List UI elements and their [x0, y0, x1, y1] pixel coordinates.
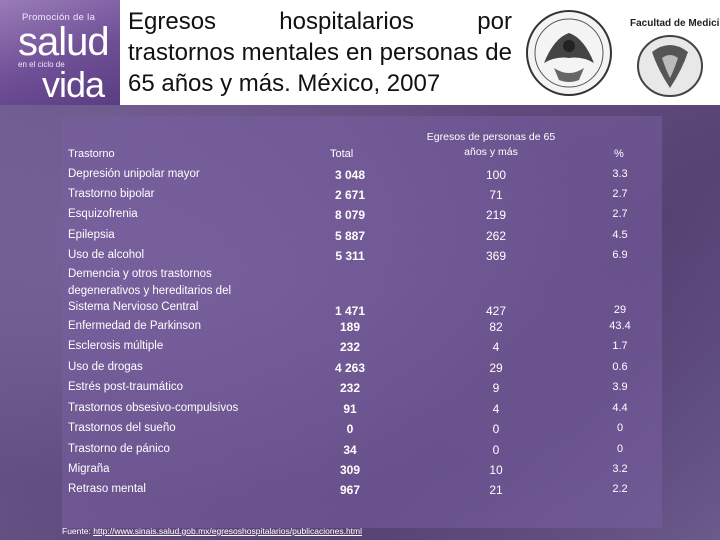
cell-egresos: 21 — [489, 483, 503, 497]
cell-egresos: 262 — [485, 229, 507, 243]
source-note: Fuente: http://www.sinais.salud.gob.mx/e… — [62, 526, 362, 536]
cell-trastorno: Trastorno de pánico — [68, 443, 170, 455]
cell-trastorno: Epilepsia — [68, 229, 115, 241]
cell-percent: 1.7 — [612, 340, 628, 352]
cell-total: 309 — [339, 463, 361, 477]
cell-total: 34 — [343, 443, 357, 457]
table-row: Esclerosis múltiple 232 4 1.7 — [62, 338, 662, 356]
cell-percent: 3.3 — [612, 168, 628, 180]
cell-trastorno: Esclerosis múltiple — [68, 340, 164, 352]
table-row: Uso de drogas 4 263 29 0.6 — [62, 359, 662, 377]
cell-total: 3 048 — [334, 168, 366, 182]
cell-total: 8 079 — [334, 208, 366, 222]
cell-percent: 0.6 — [612, 361, 628, 373]
logo-small-text: en el ciclo de — [18, 60, 65, 69]
logo-top-text: Promoción de la — [22, 12, 96, 23]
cell-percent: 0 — [616, 443, 624, 455]
header-band: Promoción de la salud en el ciclo de vid… — [0, 0, 720, 105]
cell-trastorno: Migraña — [68, 463, 110, 475]
cell-trastorno: Uso de drogas — [68, 361, 143, 373]
cell-percent: 2.7 — [612, 208, 628, 220]
cell-egresos: 427 — [485, 304, 507, 318]
cell-percent: 0 — [616, 422, 624, 434]
cell-egresos: 0 — [492, 443, 500, 457]
cell-egresos: 82 — [489, 320, 503, 334]
cell-trastorno: Trastornos obsesivo-compulsivos — [68, 402, 239, 414]
cell-percent: 2.2 — [612, 483, 628, 495]
cell-total: 967 — [339, 483, 361, 497]
table-row: Trastornos del sueño 0 0 0 — [62, 420, 662, 438]
cell-total: 0 — [346, 422, 354, 436]
cell-percent: 43.4 — [609, 320, 631, 332]
cell-trastorno: Estrés post-traumático — [68, 381, 184, 393]
cell-egresos: 0 — [492, 422, 500, 436]
cell-egresos: 29 — [489, 361, 503, 375]
header-percent: % — [614, 148, 624, 160]
cell-egresos: 4 — [492, 340, 500, 354]
cell-trastorno: Trastorno bipolar — [68, 188, 155, 200]
cell-trastorno: Trastornos del sueño — [68, 422, 176, 434]
table-row: Uso de alcohol 5 311 369 6.9 — [62, 247, 662, 265]
cell-total: 232 — [339, 381, 361, 395]
cell-egresos: 10 — [489, 463, 503, 477]
cell-trastorno: Enfermedad de Parkinson — [68, 320, 201, 332]
cell-total: 5 887 — [334, 229, 366, 243]
cell-percent: 6.9 — [612, 249, 628, 261]
cell-trastorno: Depresión unipolar mayor — [68, 168, 200, 180]
cell-egresos: 9 — [492, 381, 500, 395]
cell-percent: 4.4 — [612, 402, 628, 414]
cell-egresos: 369 — [485, 249, 507, 263]
cell-total: 2 671 — [334, 188, 366, 202]
cell-egresos: 100 — [485, 168, 507, 182]
cell-egresos: 4 — [492, 402, 500, 416]
medicine-crest-icon — [637, 35, 703, 97]
header-total: Total — [330, 148, 354, 160]
table-row: Esquizofrenia 8 079 219 2.7 — [62, 206, 662, 224]
table-row: Depresión unipolar mayor 3 048 100 3.3 — [62, 166, 662, 184]
cell-total: 91 — [343, 402, 357, 416]
cell-percent: 2.7 — [612, 188, 628, 200]
table-row: Enfermedad de Parkinson 189 82 43.4 — [62, 318, 662, 336]
table-row: Trastorno de pánico 34 0 0 — [62, 441, 662, 459]
unam-seal-icon — [526, 10, 612, 96]
logo-vida-text: vida — [42, 64, 105, 105]
cell-total: 232 — [339, 340, 361, 354]
source-link[interactable]: http://www.sinais.salud.gob.mx/egresosho… — [93, 526, 363, 536]
cell-percent: 3.2 — [612, 463, 628, 475]
cell-trastorno: Retraso mental — [68, 483, 146, 495]
cell-total: 5 311 — [335, 249, 365, 263]
page-title: Egresos hospitalarios por trastornos men… — [128, 8, 512, 97]
table-row: Trastorno bipolar 2 671 71 2.7 — [62, 186, 662, 204]
cell-percent: 29 — [613, 304, 627, 316]
header-egresos: Egresos de personas de 65 años y más — [426, 131, 556, 158]
logo-salud-text: salud — [18, 20, 110, 64]
header-trastorno: Trastorno — [68, 148, 115, 160]
source-label: Fuente: — [62, 526, 94, 536]
table-row: Retraso mental 967 21 2.2 — [62, 481, 662, 499]
facultad-medicina-logo: Facultad de Medicina — [622, 8, 720, 102]
table-row: Migraña 309 10 3.2 — [62, 461, 662, 479]
cell-total: 4 263 — [334, 361, 366, 375]
cell-percent: 3.9 — [612, 381, 628, 393]
cell-egresos: 219 — [485, 208, 507, 222]
cell-trastorno: Uso de alcohol — [68, 249, 145, 261]
cell-trastorno: Esquizofrenia — [68, 208, 138, 220]
cell-trastorno: Demencia y otros trastornos degenerativo… — [68, 268, 232, 313]
cell-total: 1 471 — [334, 304, 366, 318]
table-row: Trastornos obsesivo-compulsivos 91 4 4.4 — [62, 400, 662, 418]
cell-egresos: 71 — [489, 188, 503, 202]
cell-total: 189 — [339, 320, 361, 334]
cell-percent: 4.5 — [612, 229, 628, 241]
salud-logo: Promoción de la salud en el ciclo de vid… — [0, 0, 120, 105]
table-row: Epilepsia 5 887 262 4.5 — [62, 227, 662, 245]
data-table: Trastorno Total Egresos de personas de 6… — [62, 116, 662, 528]
table-row: Demencia y otros trastornos degenerativo… — [62, 266, 662, 318]
table-row: Estrés post-traumático 232 9 3.9 — [62, 379, 662, 397]
facultad-label: Facultad de Medicina — [630, 18, 720, 29]
